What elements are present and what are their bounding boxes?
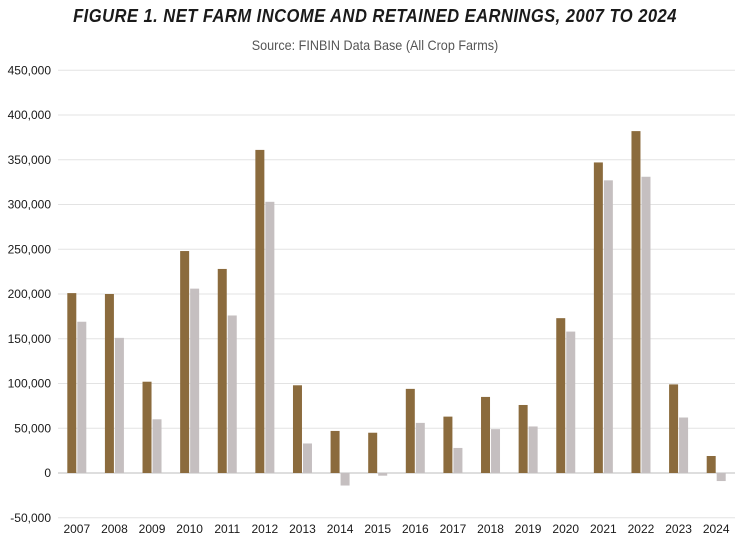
bar-series-2 [77, 321, 87, 473]
x-tick-label: 2013 [289, 522, 316, 536]
bar-series-1 [180, 251, 190, 473]
bar-series-1 [330, 430, 340, 473]
x-tick-label: 2016 [402, 522, 429, 536]
x-tick-label: 2010 [176, 522, 203, 536]
y-tick-label: 400,000 [8, 108, 52, 122]
y-tick-label: -50,000 [10, 511, 51, 525]
bar-series-2 [716, 473, 726, 482]
bar-series-2 [227, 315, 237, 473]
bar-series-2 [566, 331, 576, 473]
x-tick-label: 2019 [515, 522, 542, 536]
bar-series-2 [302, 443, 312, 473]
y-tick-label: 50,000 [14, 421, 51, 435]
bar-series-1 [142, 381, 152, 473]
x-tick-label: 2018 [477, 522, 504, 536]
bar-series-2 [603, 180, 613, 473]
bar-series-2 [453, 447, 463, 473]
bar-series-1 [556, 318, 566, 473]
bar-series-2 [679, 417, 689, 473]
x-tick-label: 2021 [590, 522, 617, 536]
chart-subtitle: Source: FINBIN Data Base (All Crop Farms… [251, 37, 499, 53]
bar-series-2 [641, 176, 651, 473]
x-tick-label: 2009 [139, 522, 166, 536]
y-tick-label: 300,000 [8, 198, 52, 212]
bar-series-2 [152, 419, 162, 473]
bar-series-1 [706, 455, 716, 473]
bar-series-1 [593, 162, 603, 473]
y-axis-ticks: -50,000 0 50,000 100,000 150,000 200,000 250,0… [8, 63, 52, 525]
chart-title: FIGURE 1. NET FARM INCOME AND RETAINED E… [73, 6, 677, 26]
y-tick-label: 450,000 [8, 63, 52, 77]
bar-series-2 [415, 422, 425, 473]
x-tick-label: 2011 [214, 522, 240, 536]
x-tick-label: 2024 [703, 522, 730, 536]
bar-series-2 [114, 337, 124, 473]
bar-series-1 [518, 404, 528, 473]
bar-series-2 [265, 201, 275, 473]
x-tick-label: 2007 [63, 522, 90, 536]
y-tick-label: 200,000 [8, 287, 52, 301]
y-tick-label: 350,000 [8, 153, 52, 167]
y-tick-label: 100,000 [8, 377, 52, 391]
x-tick-label: 2022 [628, 522, 655, 536]
bar-series-2 [190, 288, 200, 473]
bar-series-1 [104, 294, 114, 473]
bar-series-1 [255, 149, 265, 473]
x-tick-label: 2008 [101, 522, 128, 536]
bar-series-2 [340, 473, 350, 486]
gridlines [58, 69, 735, 519]
bar-series-1 [669, 384, 679, 473]
bar-series-2 [378, 473, 388, 476]
bar-series-1 [292, 385, 302, 473]
y-tick-label: 250,000 [8, 242, 52, 256]
bar-series-1 [67, 293, 77, 473]
bars [67, 131, 726, 486]
bar-series-1 [217, 268, 227, 473]
x-tick-label: 2017 [440, 522, 467, 536]
x-axis-ticks: 2007 2008 2009 2010 2011 2012 2013 2014 2015 2016… [63, 522, 729, 536]
bar-series-1 [368, 432, 378, 473]
y-tick-label: 0 [44, 466, 51, 480]
x-tick-label: 2014 [327, 522, 354, 536]
bar-series-2 [528, 426, 538, 473]
x-tick-label: 2015 [364, 522, 391, 536]
bar-series-2 [491, 429, 501, 473]
bar-series-1 [405, 388, 415, 473]
x-tick-label: 2023 [665, 522, 692, 536]
x-tick-label: 2020 [552, 522, 579, 536]
bar-series-1 [481, 396, 491, 473]
y-tick-label: 150,000 [8, 332, 52, 346]
bar-series-1 [631, 131, 641, 474]
x-tick-label: 2012 [252, 522, 279, 536]
bar-series-1 [443, 416, 453, 473]
